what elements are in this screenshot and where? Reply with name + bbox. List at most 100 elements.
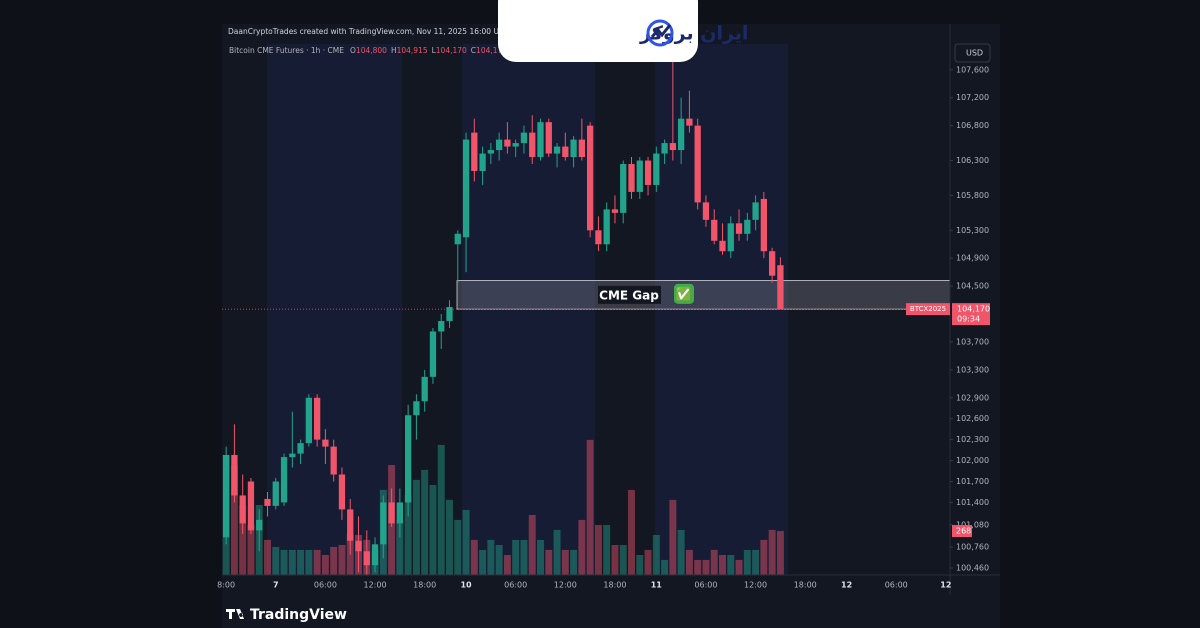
volume-bar xyxy=(545,549,553,575)
candle-body xyxy=(330,446,337,475)
candle-body xyxy=(570,139,577,158)
candle-body xyxy=(380,502,387,545)
candle-body xyxy=(462,139,470,238)
candle-body xyxy=(396,502,404,524)
symbol-tag: BTCX2025 xyxy=(910,305,946,313)
volume-bar xyxy=(421,469,429,575)
y-tick-label: 101,400 xyxy=(956,498,989,507)
gap-label: CME Gap xyxy=(599,288,659,302)
candle-body xyxy=(438,321,445,332)
y-tick-label: 107,600 xyxy=(956,65,989,74)
candle-body xyxy=(313,397,321,440)
candle-body xyxy=(702,202,710,220)
candle-body xyxy=(297,443,304,454)
gap-icon-box xyxy=(674,283,694,304)
volume-bar xyxy=(570,549,578,575)
y-tick-label: 105,800 xyxy=(956,191,989,200)
volume-bar xyxy=(280,549,288,575)
candle-body xyxy=(520,132,528,144)
candle-body xyxy=(752,202,759,220)
volume-bar xyxy=(297,549,305,575)
x-tick-label: 12 xyxy=(940,581,951,590)
logo-icon-line xyxy=(650,24,672,38)
candle-body xyxy=(595,230,602,245)
y-tick-label: 101,700 xyxy=(956,477,989,486)
candle-body xyxy=(454,233,461,245)
candle-body xyxy=(620,164,627,213)
symbol: Bitcoin CME Futures · 1h · CME xyxy=(229,46,344,55)
volume-bar xyxy=(272,546,280,575)
x-tick-label: 06:00 xyxy=(314,581,337,590)
logo-icon xyxy=(646,19,674,47)
price-tag: 104,170 xyxy=(957,305,990,314)
gap-icon: ✅ xyxy=(676,286,692,302)
volume-bar xyxy=(743,549,751,575)
y-tick-label: 104,900 xyxy=(956,254,989,263)
x-tick-label: 12:00 xyxy=(744,581,767,590)
ohlc-value: 104,915 xyxy=(397,46,428,55)
volume-bar xyxy=(760,539,768,575)
volume-bar xyxy=(305,549,313,575)
ohlc-value: 104,170 xyxy=(436,46,467,55)
candle-body xyxy=(371,544,379,566)
ohlc-label: C xyxy=(471,46,476,55)
candle-body xyxy=(719,240,726,252)
candle-body xyxy=(247,481,255,531)
candle-body xyxy=(529,132,536,158)
candle-body xyxy=(305,397,313,444)
x-tick-label: 11 xyxy=(651,581,663,590)
volume-bar xyxy=(702,559,710,575)
volume-bar xyxy=(537,539,544,575)
candle-body xyxy=(661,143,668,154)
x-tick-label: 12 xyxy=(841,581,852,590)
volume-bar xyxy=(503,554,511,575)
volume-bar xyxy=(661,559,669,575)
candle-body xyxy=(231,454,238,496)
ohlc-label: O xyxy=(350,46,356,55)
volume-bar xyxy=(768,529,776,575)
volume-bar xyxy=(264,539,271,575)
volume-bar xyxy=(669,499,677,575)
gap-label-box xyxy=(598,285,661,304)
volume-bar xyxy=(321,554,329,575)
y-tick-label: 103,300 xyxy=(956,365,989,374)
x-tick-label: 18:00 xyxy=(413,581,436,590)
volume-bar xyxy=(586,439,594,575)
candle-body xyxy=(760,198,768,252)
volume-bar xyxy=(338,544,346,575)
volume-bar xyxy=(454,519,462,575)
volume-bar xyxy=(512,539,520,575)
candle-body xyxy=(363,551,370,566)
volume-bar xyxy=(247,524,255,575)
volume-bar xyxy=(636,554,644,575)
volume-bar xyxy=(652,534,660,575)
plot: CME Gap ✅ xyxy=(222,59,951,576)
volume-bar xyxy=(462,509,470,575)
candle-body xyxy=(495,139,503,151)
gap-zone xyxy=(456,280,951,310)
y-tick-label: 102,900 xyxy=(956,393,989,402)
volume-bar xyxy=(330,546,338,575)
volume-bar xyxy=(479,549,487,575)
attribution: DaanCryptoTrades created with TradingVie… xyxy=(228,27,508,36)
candle-body xyxy=(735,223,743,234)
volume-bar xyxy=(578,519,586,575)
candle-body xyxy=(586,125,594,231)
candle-body xyxy=(578,139,586,158)
volume-bar xyxy=(288,549,296,575)
candle-body xyxy=(338,474,346,510)
session-band xyxy=(267,44,402,575)
volume-bar xyxy=(239,504,247,575)
volume-bar xyxy=(611,544,619,575)
candle-body xyxy=(413,401,420,416)
candle-body xyxy=(636,160,643,192)
candle-body xyxy=(611,209,619,213)
candle-body xyxy=(471,132,478,171)
symbol-tag-box xyxy=(906,303,950,316)
price-tag-time: 09:34 xyxy=(957,315,980,324)
candle-body xyxy=(545,122,552,154)
candle-body xyxy=(603,209,610,245)
candle-body xyxy=(669,143,677,151)
